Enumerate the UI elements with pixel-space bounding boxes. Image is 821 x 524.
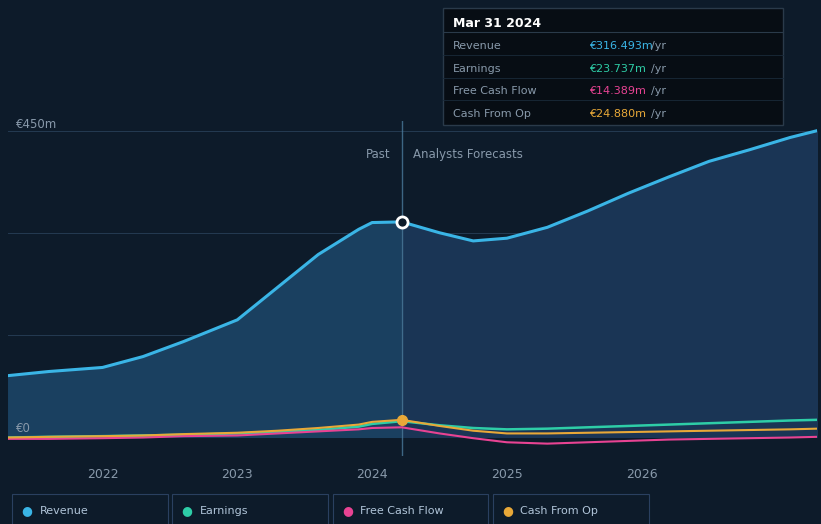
- Text: /yr: /yr: [651, 86, 666, 96]
- Text: /yr: /yr: [651, 64, 666, 74]
- Text: Cash From Op: Cash From Op: [520, 506, 598, 516]
- Text: €24.880m: €24.880m: [589, 109, 646, 119]
- Text: €316.493m: €316.493m: [589, 41, 653, 51]
- Text: ●: ●: [502, 505, 513, 517]
- Text: €0: €0: [16, 422, 31, 435]
- Text: ●: ●: [21, 505, 33, 517]
- Text: Revenue: Revenue: [453, 41, 502, 51]
- Text: /yr: /yr: [651, 41, 666, 51]
- Text: Free Cash Flow: Free Cash Flow: [453, 86, 536, 96]
- Text: ●: ●: [342, 505, 353, 517]
- Text: Mar 31 2024: Mar 31 2024: [453, 17, 541, 30]
- Text: Past: Past: [366, 148, 391, 161]
- Text: ●: ●: [181, 505, 193, 517]
- Text: Cash From Op: Cash From Op: [453, 109, 530, 119]
- Text: €23.737m: €23.737m: [589, 64, 646, 74]
- Text: €450m: €450m: [16, 118, 57, 130]
- Text: /yr: /yr: [651, 109, 666, 119]
- Text: Analysts Forecasts: Analysts Forecasts: [412, 148, 522, 161]
- Text: Earnings: Earnings: [453, 64, 502, 74]
- Text: Revenue: Revenue: [39, 506, 88, 516]
- Text: Free Cash Flow: Free Cash Flow: [360, 506, 443, 516]
- Text: €14.389m: €14.389m: [589, 86, 646, 96]
- Text: Earnings: Earnings: [200, 506, 248, 516]
